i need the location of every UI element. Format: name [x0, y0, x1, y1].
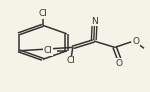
- Text: O: O: [116, 59, 123, 68]
- Text: Cl: Cl: [38, 9, 47, 18]
- Text: N: N: [91, 17, 98, 26]
- Text: O: O: [132, 37, 140, 46]
- Text: Cl: Cl: [67, 56, 76, 65]
- Text: Cl: Cl: [43, 46, 52, 55]
